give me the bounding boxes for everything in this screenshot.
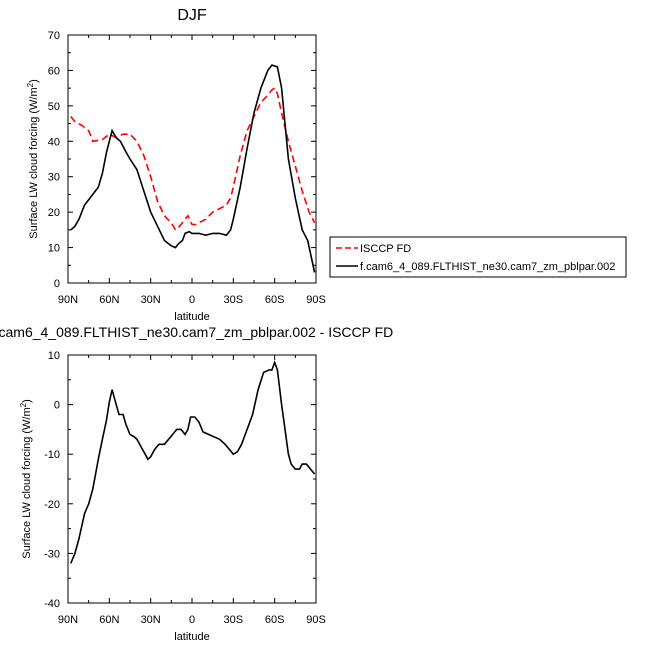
bottom-x-tick-label: 60N [99,614,119,626]
top-y-tick-label: 20 [48,207,60,219]
bottom-y-tick-label: -30 [44,548,60,560]
model-line [70,64,316,273]
difference-line [70,360,316,564]
top-x-axis: 90N 60N 30N 0 30S 60S 90S [58,35,326,306]
bottom-x-tick-label: 60S [265,614,285,626]
bottom-x-tick-label: 90N [58,614,78,626]
top-y-tick-label: 0 [54,278,60,290]
top-x-tick-label: 90S [306,294,326,306]
bottom-y-tick-label: 10 [48,350,60,362]
bottom-y-axis: -40 -30 -20 -10 0 10 [44,350,316,610]
bottom-y-tick-label: 0 [54,400,60,412]
bottom-x-tick-label: 0 [189,614,195,626]
bottom-x-tick-label: 90S [306,614,326,626]
top-x-tick-label: 30S [224,294,244,306]
legend-box [329,236,627,278]
top-y-tick-label: 50 [48,101,60,113]
bottom-x-axis: 90N 60N 30N 0 30S 60S 90S [58,355,326,626]
bottom-y-label: Surface LW cloud forcing (W/m2) [19,399,33,559]
bottom-x-label: latitude [174,631,209,643]
top-y-tick-label: 40 [48,136,60,148]
top-x-tick-label: 60N [99,294,119,306]
bottom-title: f.cam6_4_089.FLTHIST_ne30.cam7_zm_pblpar… [0,324,393,340]
top-x-tick-label: 60S [265,294,285,306]
top-x-tick-label: 0 [189,294,195,306]
top-x-label: latitude [174,311,209,323]
bottom-x-tick-label: 30S [224,614,244,626]
top-x-tick-label: 30N [141,294,161,306]
legend: ISCCP FD f.cam6_4_089.FLTHIST_ne30.cam7_… [329,236,627,278]
bottom-panel: f.cam6_4_089.FLTHIST_ne30.cam7_zm_pblpar… [0,324,393,643]
bottom-series-group [70,360,316,564]
top-x-tick-label: 90N [58,294,78,306]
bottom-plot-frame [67,354,317,604]
bottom-y-tick-label: -40 [44,598,60,610]
bottom-x-tick-label: 30N [141,614,161,626]
legend-label-isccp: ISCCP FD [360,243,411,255]
bottom-y-tick-label: -10 [44,449,60,461]
top-y-label: Surface LW cloud forcing (W/m2) [26,79,40,239]
bottom-y-tick-label: -20 [44,499,60,511]
top-series-group [70,64,316,273]
top-y-axis: 0 10 20 30 40 50 60 70 [48,30,316,290]
legend-label-model: f.cam6_4_089.FLTHIST_ne30.cam7_zm_pblpar… [360,261,615,273]
top-y-tick-label: 10 [48,243,60,255]
isccp-fd-line [70,86,316,232]
top-y-tick-label: 30 [48,172,60,184]
top-y-tick-label: 70 [48,30,60,42]
top-y-tick-label: 60 [48,65,60,77]
top-title: DJF [177,7,207,24]
